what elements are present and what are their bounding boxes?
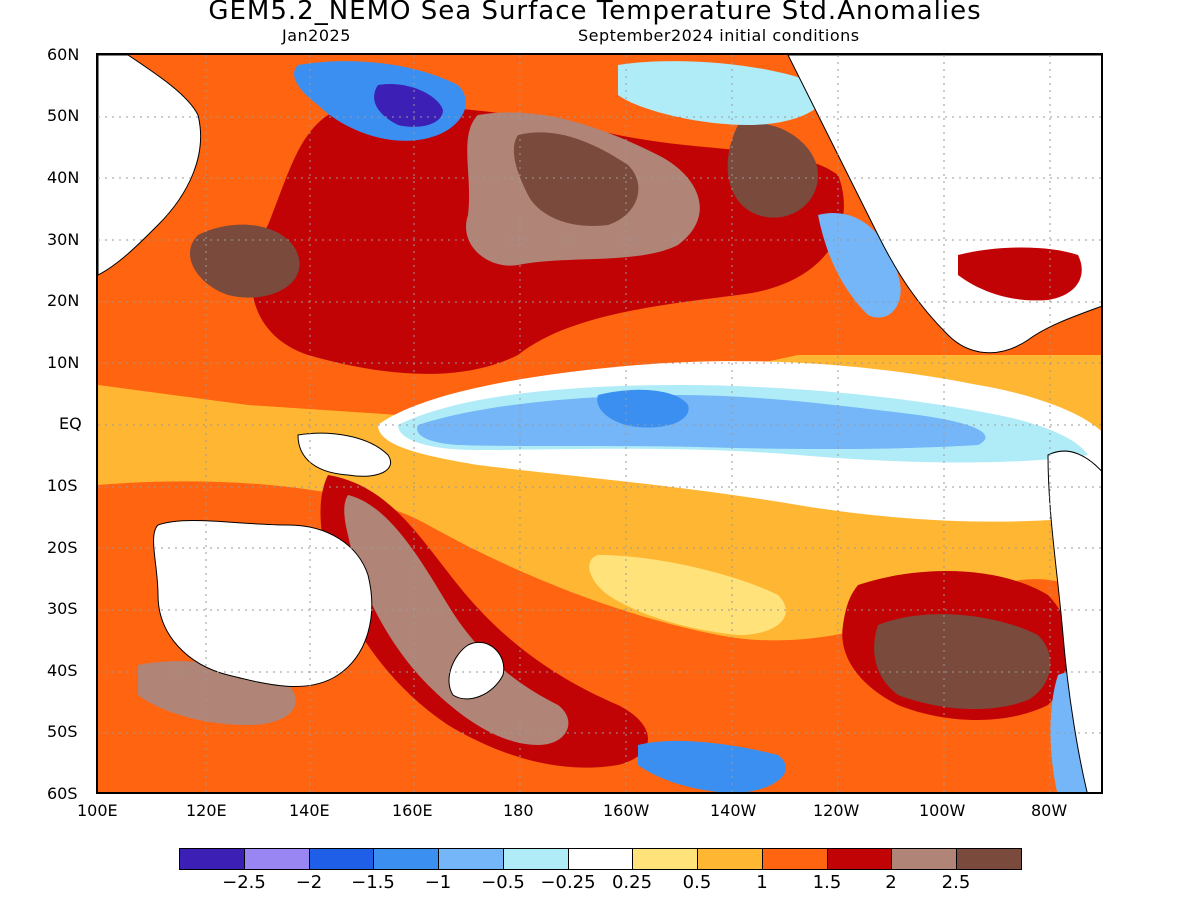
colorbar bbox=[179, 848, 1022, 870]
colorbar-label: 2.5 bbox=[941, 872, 971, 893]
anomaly-region-tasman-extreme bbox=[344, 495, 569, 745]
anomaly-region-aleutian-cool bbox=[618, 61, 824, 125]
colorbar-label: 1.5 bbox=[812, 872, 842, 893]
anomaly-region-gulf-of-mexico bbox=[958, 247, 1082, 301]
lat-label: 50S bbox=[47, 722, 78, 741]
colorbar-label: 0.25 bbox=[611, 872, 653, 893]
land-new-guinea bbox=[297, 432, 391, 477]
colorbar-label: −2 bbox=[295, 872, 323, 893]
lat-label: 60N bbox=[47, 45, 80, 64]
map-canvas bbox=[98, 55, 1101, 792]
lon-label: 80W bbox=[1031, 801, 1068, 820]
chart-title: GEM5.2_NEMO Sea Surface Temperature Std.… bbox=[208, 0, 982, 26]
lat-label: 10S bbox=[47, 476, 78, 495]
colorbar-swatch bbox=[957, 849, 1021, 869]
colorbar-label: −2.5 bbox=[222, 872, 266, 893]
colorbar-label: −0.5 bbox=[481, 872, 525, 893]
lon-label: 120E bbox=[186, 801, 227, 820]
anomaly-region-gulf-alaska bbox=[727, 123, 818, 218]
lon-label: 100W bbox=[919, 801, 966, 820]
lon-label: 120W bbox=[813, 801, 860, 820]
colorbar-swatch bbox=[568, 849, 634, 869]
anomaly-region-southeast-pacific-max bbox=[874, 614, 1051, 710]
anomaly-region-bering-coldest bbox=[374, 84, 443, 127]
lat-label: EQ bbox=[59, 414, 82, 433]
land-south-america bbox=[1047, 450, 1101, 792]
colorbar-label: 1 bbox=[756, 872, 768, 893]
colorbar-swatch bbox=[892, 849, 958, 869]
lat-label: 30S bbox=[47, 599, 78, 618]
colorbar-swatch bbox=[374, 849, 440, 869]
colorbar-swatch bbox=[698, 849, 763, 869]
colorbar-label: −1 bbox=[424, 872, 452, 893]
anomaly-region-north-max bbox=[513, 132, 639, 226]
lat-label: 10N bbox=[47, 353, 80, 372]
colorbar-label: 0.5 bbox=[682, 872, 712, 893]
colorbar-swatch bbox=[762, 849, 828, 869]
lat-label: 50N bbox=[47, 106, 80, 125]
anomaly-region-equatorial-cold bbox=[417, 395, 986, 450]
colorbar-label: 2 bbox=[885, 872, 897, 893]
lon-label: 160W bbox=[603, 801, 650, 820]
lon-label: 180 bbox=[503, 801, 534, 820]
colorbar-swatch bbox=[503, 849, 569, 869]
colorbar-label: −1.5 bbox=[351, 872, 395, 893]
land-new-zealand bbox=[448, 641, 505, 700]
lat-label: 60S bbox=[47, 784, 78, 803]
lat-label: 30N bbox=[47, 230, 80, 249]
initial-conditions: September2024 initial conditions bbox=[578, 26, 860, 45]
lon-label: 140E bbox=[289, 801, 330, 820]
colorbar-swatch bbox=[309, 849, 375, 869]
anomaly-region-southern-ocean-cold bbox=[638, 740, 786, 792]
colorbar-swatch bbox=[827, 849, 893, 869]
sst-anomaly-map bbox=[96, 53, 1103, 794]
lon-label: 160E bbox=[392, 801, 433, 820]
colorbar-swatch bbox=[439, 849, 504, 869]
colorbar-swatch bbox=[633, 849, 699, 869]
map-grid bbox=[98, 55, 1101, 792]
lat-label: 20N bbox=[47, 291, 80, 310]
lat-label: 40N bbox=[47, 168, 80, 187]
lon-label: 140W bbox=[710, 801, 757, 820]
colorbar-swatch bbox=[244, 849, 310, 869]
lat-label: 40S bbox=[47, 661, 78, 680]
anomaly-region-japan bbox=[189, 224, 300, 298]
lat-label: 20S bbox=[47, 538, 78, 557]
land-australia bbox=[153, 520, 373, 687]
anomaly-region-equatorial-colder bbox=[597, 389, 689, 428]
anomaly-region-south-central-mild bbox=[589, 555, 786, 635]
colorbar-label: −0.25 bbox=[540, 872, 596, 893]
lon-label: 100E bbox=[77, 801, 118, 820]
land-asia bbox=[98, 55, 202, 276]
forecast-month: Jan2025 bbox=[282, 26, 351, 45]
colorbar-swatch bbox=[180, 849, 245, 869]
